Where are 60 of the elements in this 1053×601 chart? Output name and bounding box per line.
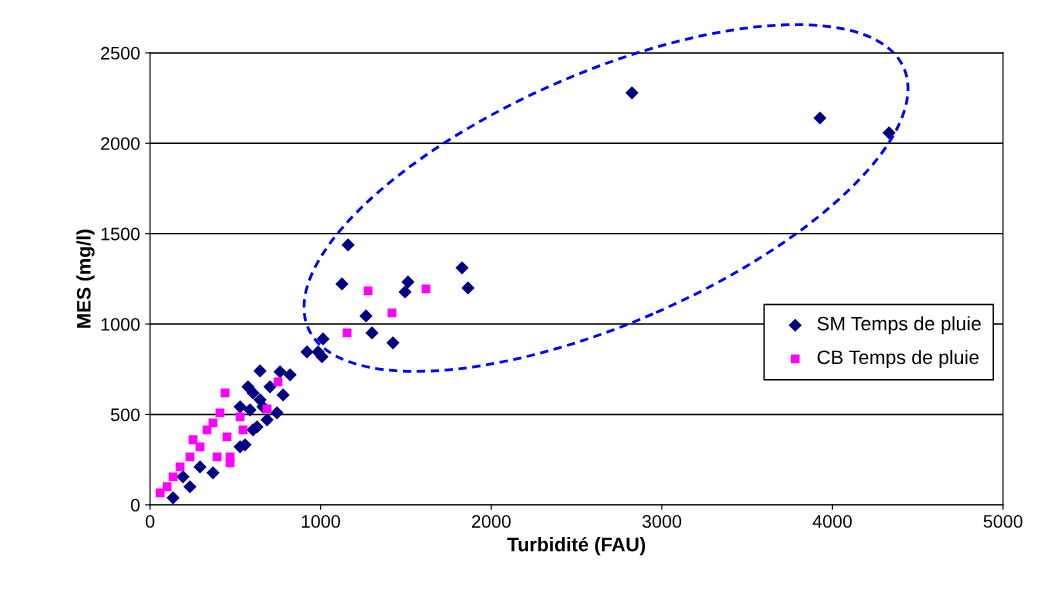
point bbox=[311, 345, 325, 359]
y-tick-label: 1500 bbox=[101, 227, 140, 241]
point bbox=[273, 365, 287, 379]
point bbox=[359, 309, 373, 323]
point bbox=[363, 286, 373, 296]
legend-label: CB Temps de pluie bbox=[817, 349, 979, 369]
point bbox=[183, 480, 197, 494]
point bbox=[262, 404, 272, 414]
point bbox=[188, 435, 198, 445]
point bbox=[220, 388, 230, 398]
y-axis-title: MES (mg/l) bbox=[76, 229, 95, 328]
point bbox=[238, 425, 248, 435]
point bbox=[270, 406, 284, 420]
point bbox=[625, 86, 639, 100]
point bbox=[176, 470, 190, 484]
y-tick-label: 2000 bbox=[101, 137, 140, 150]
x-tick-label: 5000 bbox=[983, 515, 1023, 528]
point bbox=[335, 277, 349, 291]
point bbox=[166, 491, 180, 505]
point bbox=[455, 261, 469, 275]
point bbox=[461, 281, 475, 295]
point bbox=[215, 408, 225, 418]
point bbox=[243, 403, 257, 417]
point bbox=[175, 462, 185, 472]
x-tick-label: 1000 bbox=[301, 515, 341, 528]
point bbox=[813, 111, 827, 125]
point bbox=[233, 400, 247, 414]
y-tick-label: 2500 bbox=[101, 46, 140, 60]
legend-label: SM Temps de pluie bbox=[817, 316, 981, 335]
point bbox=[386, 336, 400, 350]
point bbox=[387, 308, 397, 318]
point bbox=[300, 345, 314, 359]
point bbox=[365, 326, 379, 340]
point bbox=[162, 482, 172, 492]
x-tick-label: 3000 bbox=[642, 515, 682, 528]
y-tick-label: 1000 bbox=[101, 317, 140, 331]
point bbox=[341, 238, 355, 252]
x-tick-label: 2000 bbox=[472, 515, 511, 528]
point bbox=[283, 368, 297, 382]
point bbox=[260, 413, 274, 427]
point bbox=[235, 412, 245, 422]
y-tick-label: 500 bbox=[110, 408, 140, 422]
point bbox=[206, 466, 220, 480]
point bbox=[263, 380, 277, 394]
point bbox=[246, 386, 260, 400]
x-tick-label: 4000 bbox=[812, 515, 852, 528]
point bbox=[398, 285, 412, 299]
point bbox=[253, 364, 267, 378]
point bbox=[882, 126, 896, 140]
x-tick-label: 0 bbox=[145, 515, 155, 528]
point bbox=[193, 460, 207, 474]
point bbox=[316, 332, 330, 346]
point bbox=[276, 388, 290, 402]
x-axis-title: Turbidité (FAU) bbox=[507, 536, 646, 556]
point bbox=[222, 432, 232, 442]
point bbox=[195, 442, 205, 452]
point bbox=[168, 472, 178, 482]
point bbox=[401, 275, 415, 289]
y-tick-label: 0 bbox=[131, 498, 140, 512]
point bbox=[421, 284, 431, 294]
